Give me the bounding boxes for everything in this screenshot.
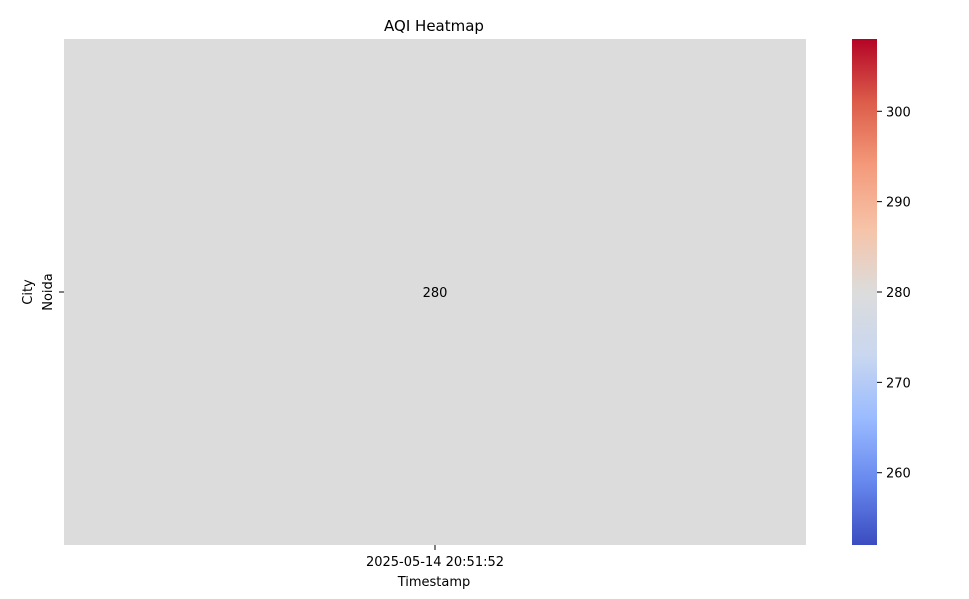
heatmap-cell <box>64 39 806 545</box>
cell-value-label: 280 <box>423 286 448 301</box>
colorbar-tick-label: 260 <box>886 467 911 482</box>
chart-title: AQI Heatmap <box>384 17 484 35</box>
colorbar <box>852 39 877 545</box>
colorbar-tick-label: 290 <box>886 196 911 211</box>
x-tick-label: 2025-05-14 20:51:52 <box>366 555 504 570</box>
colorbar-tick-label: 270 <box>886 376 911 391</box>
y-axis-label: City <box>21 279 36 305</box>
y-tick-label: Noida <box>41 273 56 311</box>
colorbar-tick-label: 280 <box>886 286 911 301</box>
x-axis-label: Timestamp <box>397 575 471 590</box>
colorbar-tick-label: 300 <box>886 105 911 120</box>
